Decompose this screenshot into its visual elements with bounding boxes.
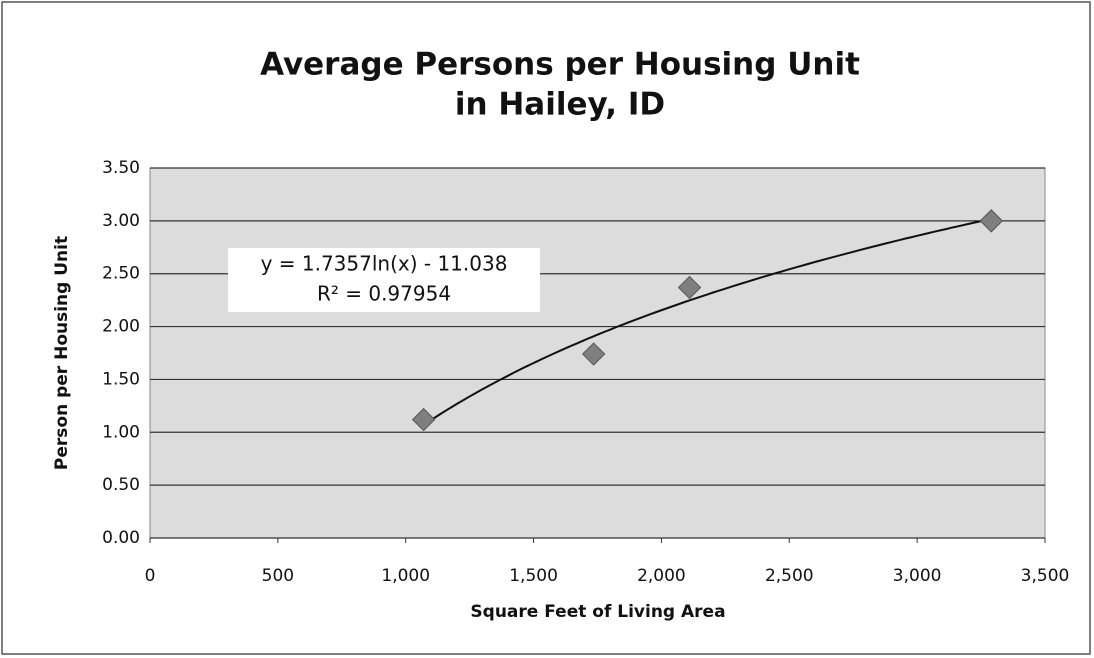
chart-subtitle: in Hailey, ID (455, 87, 665, 123)
x-tick-label: 3,500 (1021, 566, 1070, 586)
x-axis-title: Square Feet of Living Area (470, 602, 725, 622)
x-tick-label: 3,000 (893, 566, 942, 586)
y-tick-label: 3.50 (102, 158, 140, 178)
y-tick-label: 1.50 (102, 369, 140, 389)
x-tick-label: 0 (145, 566, 156, 586)
data-point (581, 342, 606, 366)
equation-box (228, 248, 540, 312)
x-tick-label: 2,000 (637, 566, 686, 586)
y-tick-label: 2.00 (102, 317, 140, 337)
trendline-r-squared: R² = 0.97954 (317, 282, 451, 306)
chart-title: Average Persons per Housing Unit (260, 47, 860, 83)
y-tick-label: 1.00 (102, 422, 140, 442)
trendline (423, 217, 992, 426)
x-tick-label: 1,000 (381, 566, 430, 586)
y-tick-label: 2.50 (102, 264, 140, 284)
data-point (677, 275, 702, 300)
x-tick-label: 500 (262, 566, 294, 586)
data-point (411, 407, 436, 432)
y-tick-label: 0.00 (102, 528, 140, 548)
data-point (979, 209, 1004, 233)
trendline-equation: y = 1.7357ln(x) - 11.038 (261, 252, 508, 276)
y-tick-label: 3.00 (102, 211, 140, 231)
x-tick-label: 2,500 (765, 566, 814, 586)
y-tick-label: 0.50 (102, 475, 140, 495)
x-tick-label: 1,500 (509, 566, 558, 586)
y-axis-title: Person per Housing Unit (52, 236, 72, 470)
